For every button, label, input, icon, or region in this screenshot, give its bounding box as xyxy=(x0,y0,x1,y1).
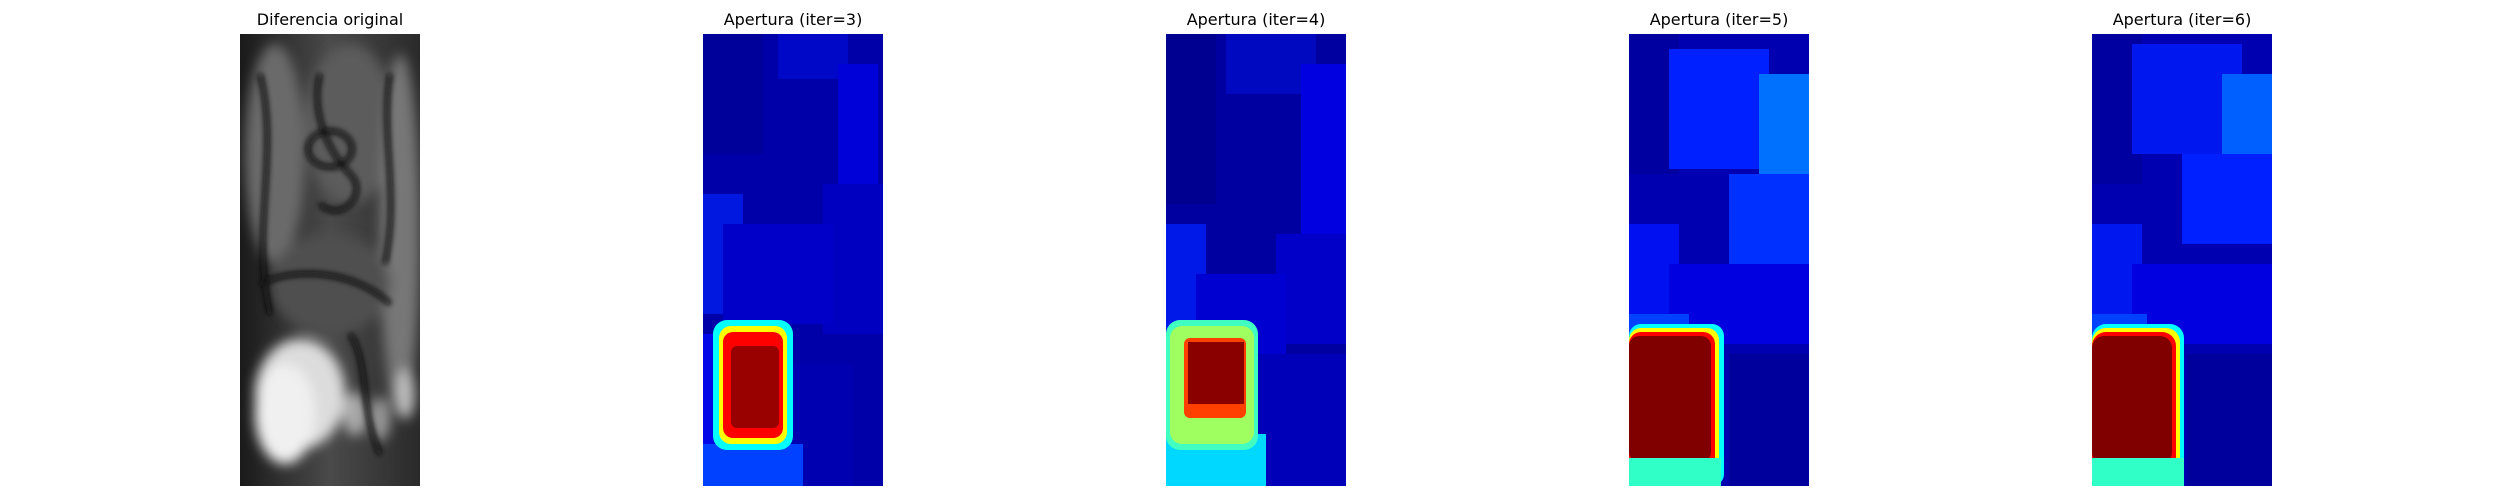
panel-title: Apertura (iter=4) xyxy=(1186,10,1326,29)
heatmap-image xyxy=(2092,34,2272,486)
heatmap-image xyxy=(1629,34,1809,486)
panel-title: Apertura (iter=5) xyxy=(1649,10,1789,29)
heatmap-image xyxy=(703,34,883,486)
panel-iter-3: Apertura (iter=3) xyxy=(643,0,943,500)
panel-title: Apertura (iter=3) xyxy=(723,10,863,29)
panel-title: Diferencia original xyxy=(256,10,404,29)
panel-title: Apertura (iter=6) xyxy=(2112,10,2252,29)
heatmap-image xyxy=(1166,34,1346,486)
panel-original: Diferencia original xyxy=(180,0,480,500)
panel-iter-4: Apertura (iter=4) xyxy=(1106,0,1406,500)
panel-iter-6: Apertura (iter=6) xyxy=(2032,0,2332,500)
grayscale-image xyxy=(240,34,420,486)
panel-iter-5: Apertura (iter=5) xyxy=(1569,0,1869,500)
